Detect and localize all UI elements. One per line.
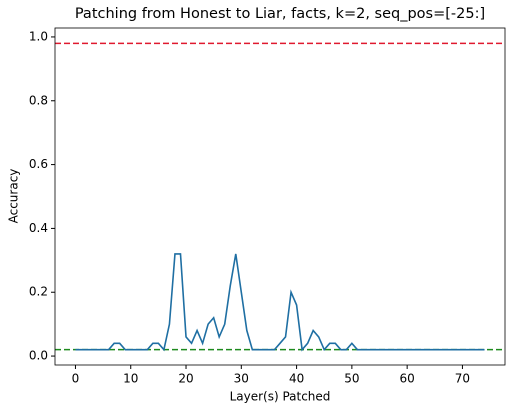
x-tick-label: 70 xyxy=(455,372,470,386)
x-tick-label: 0 xyxy=(72,372,80,386)
y-tick-label: 0.6 xyxy=(29,157,48,171)
chart-title: Patching from Honest to Liar, facts, k=2… xyxy=(75,6,485,22)
x-tick-label: 30 xyxy=(234,372,249,386)
x-tick-label: 20 xyxy=(178,372,193,386)
data-line xyxy=(75,253,485,352)
y-axis-label: Accuracy xyxy=(7,169,21,224)
plot-frame xyxy=(54,27,506,366)
x-axis-label: Layer(s) Patched xyxy=(230,390,331,404)
y-tick-label: 0.4 xyxy=(29,221,48,235)
y-tick-label: 1.0 xyxy=(29,29,48,43)
x-tick-label: 10 xyxy=(123,372,138,386)
y-tick-label: 0.2 xyxy=(29,285,48,299)
x-tick-label: 60 xyxy=(400,372,415,386)
y-tick-label: 0.0 xyxy=(29,349,48,363)
y-tick-label: 0.8 xyxy=(29,93,48,107)
x-tick-label: 50 xyxy=(344,372,359,386)
x-tick-label: 40 xyxy=(289,372,304,386)
